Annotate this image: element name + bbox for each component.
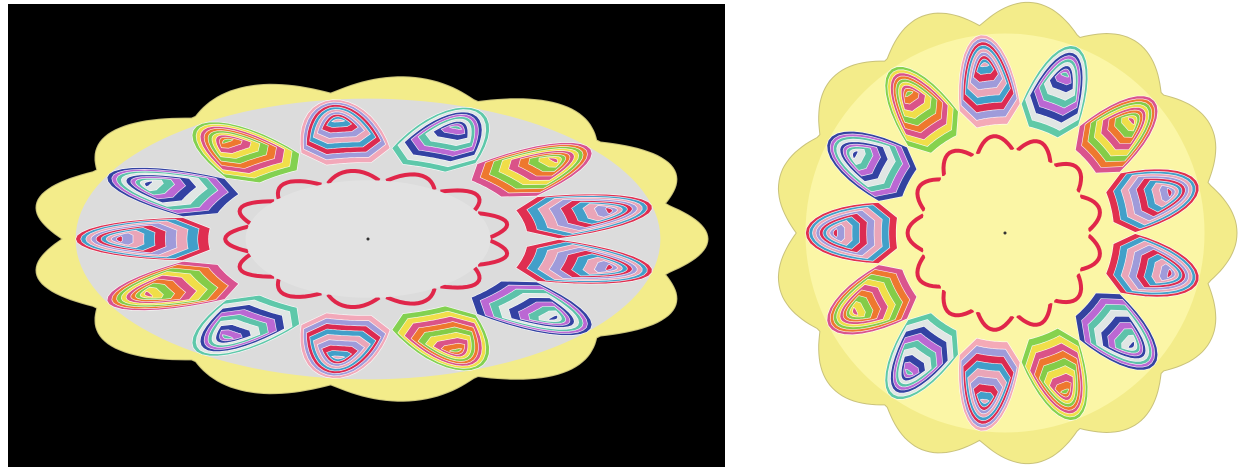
petal-band	[548, 314, 558, 321]
hub-scallop	[477, 238, 510, 267]
hub-scallop	[385, 287, 437, 306]
petal-band	[593, 260, 618, 273]
petal-band	[976, 58, 995, 75]
petal-band	[979, 398, 990, 404]
hub-scallop	[237, 253, 275, 279]
hub-scallop	[440, 188, 482, 212]
petal-band	[832, 228, 838, 238]
hub-scallop	[326, 169, 381, 185]
petal-band	[1166, 187, 1173, 198]
petal-band	[144, 180, 153, 187]
hub-scallop	[941, 289, 975, 318]
petal-band	[979, 62, 990, 68]
petal-band	[605, 264, 613, 271]
hub-scallop	[915, 254, 941, 289]
petal-band	[976, 391, 995, 408]
petal-band	[605, 207, 613, 214]
hub-scallop	[477, 211, 510, 240]
hub-scallop	[1079, 194, 1102, 233]
hub-scallop	[440, 266, 482, 290]
petal-band	[1060, 388, 1070, 394]
petal-band	[144, 291, 153, 298]
hub-scallop	[1016, 139, 1053, 164]
hub-scallop	[275, 278, 322, 299]
hub-scallop	[905, 213, 925, 253]
petal-band	[852, 306, 859, 316]
petal-band	[1060, 72, 1070, 78]
petal-band	[221, 138, 234, 144]
petal-band	[116, 235, 123, 243]
hub-scallop	[915, 177, 941, 212]
petal-band	[1127, 341, 1135, 349]
flower-group	[8, 4, 725, 467]
petal-band	[331, 355, 346, 360]
hub-scallop	[1053, 161, 1084, 193]
petal-band	[448, 125, 463, 130]
topdown-flower-diagram	[768, 0, 1243, 467]
hub-scallop	[275, 179, 322, 200]
petal-band	[331, 118, 346, 123]
petal-band	[448, 348, 463, 353]
petal-band	[905, 368, 914, 376]
hub-scallop	[385, 172, 437, 191]
center-dot	[366, 237, 370, 241]
hub-scallop	[223, 224, 249, 254]
flower-group	[768, 0, 1243, 467]
hub-scallop	[237, 199, 275, 225]
petal-band	[1166, 268, 1173, 279]
hub-scallop	[1016, 302, 1053, 327]
hub-scallop	[326, 293, 381, 309]
topdown-view-panel	[768, 0, 1243, 467]
petal-band	[1127, 117, 1135, 125]
petal-band	[852, 150, 859, 160]
petal-band	[326, 350, 353, 362]
hub-scallop	[975, 311, 1015, 332]
petal-band	[905, 90, 914, 98]
hub-scallop	[1079, 233, 1102, 272]
center-dot	[1003, 231, 1007, 235]
petal-band	[221, 334, 234, 340]
petal-band	[593, 205, 618, 218]
hub-scallop	[1053, 273, 1084, 305]
petal-band	[548, 157, 558, 164]
petal-band	[1159, 263, 1176, 281]
perspective-view-panel	[8, 4, 725, 467]
hub-scallop	[941, 148, 975, 177]
hub-scallop	[975, 134, 1015, 155]
perspective-flower-diagram	[8, 4, 725, 467]
petal-band	[1159, 185, 1176, 203]
